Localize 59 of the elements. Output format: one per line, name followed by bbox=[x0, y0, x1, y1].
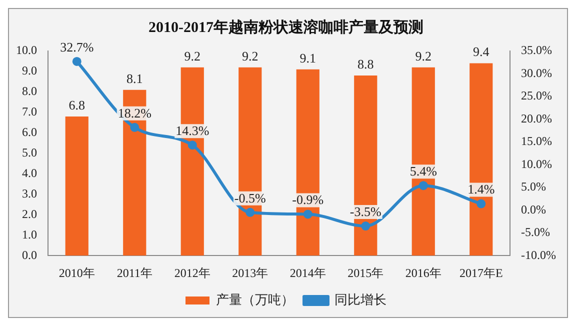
y-tick-label: 7.0 bbox=[22, 104, 37, 119]
text: 9.2 bbox=[184, 48, 200, 64]
text: 9.2 bbox=[415, 48, 432, 64]
y2-tick-label: -5.0% bbox=[521, 225, 550, 240]
y-tick-label: 0.0 bbox=[22, 248, 37, 262]
y-tick-label: 10.0 bbox=[16, 43, 37, 58]
x-tick-label: 2013年 bbox=[232, 266, 268, 280]
y2-tick-label: 35.0% bbox=[521, 43, 552, 58]
x-tick-label: 2015年 bbox=[348, 266, 384, 280]
text: 1.4% bbox=[468, 182, 495, 197]
point bbox=[246, 208, 255, 217]
y2-tick-label: 5.0% bbox=[521, 180, 546, 194]
y2-tick-label: 15.0% bbox=[521, 134, 552, 148]
y-tick-label: 8.0 bbox=[22, 84, 37, 98]
x-tick-label: 2012年 bbox=[174, 266, 210, 280]
text: 9.4 bbox=[473, 44, 490, 60]
x-tick-label: 2017年E bbox=[459, 266, 503, 280]
y-tick-label: 9.0 bbox=[22, 64, 37, 78]
y-tick-label: 1.0 bbox=[22, 227, 37, 242]
legend-label: 同比增长 bbox=[334, 292, 386, 307]
y2-tick-label: 30.0% bbox=[521, 66, 552, 80]
y2-tick-label: 25.0% bbox=[521, 88, 552, 103]
y-tick-label: 5.0 bbox=[22, 145, 37, 160]
y2-tick-label: 20.0% bbox=[521, 111, 552, 126]
bar bbox=[412, 67, 435, 256]
text: 18.2% bbox=[118, 105, 152, 120]
text: -0.9% bbox=[292, 192, 324, 208]
text: 6.8 bbox=[68, 97, 85, 112]
bar bbox=[470, 63, 493, 256]
text: -3.5% bbox=[350, 204, 382, 219]
text: 8.1 bbox=[126, 70, 143, 86]
y-tick-label: 4.0 bbox=[22, 166, 37, 180]
point bbox=[361, 222, 370, 231]
text: 9.2 bbox=[242, 48, 258, 64]
text: 8.8 bbox=[358, 56, 374, 72]
x-tick-label: 2016年 bbox=[405, 266, 442, 280]
y2-tick-label: 0.0% bbox=[521, 202, 546, 216]
point bbox=[72, 56, 82, 66]
y-tick-label: 2.0 bbox=[22, 206, 37, 221]
x-tick-label: 2010年 bbox=[58, 266, 95, 280]
text: -0.5% bbox=[234, 190, 266, 206]
x-tick-label: 2014年 bbox=[290, 266, 326, 280]
point bbox=[188, 140, 197, 150]
text: 9.1 bbox=[300, 50, 316, 66]
x-tick-label: 2011年 bbox=[116, 266, 152, 280]
y-tick-label: 6.0 bbox=[22, 124, 37, 139]
text: 5.4% bbox=[410, 164, 437, 179]
y2-tick-label: -10.0% bbox=[521, 248, 556, 262]
chart-title: 2010-2017年越南粉状速溶咖啡产量及预测 bbox=[148, 18, 424, 36]
legend-label: 产量（万吨） bbox=[216, 292, 294, 307]
text: 14.3% bbox=[176, 123, 210, 138]
text: 32.7% bbox=[60, 39, 94, 54]
y2-tick-label: 10.0% bbox=[521, 156, 552, 171]
point bbox=[130, 122, 140, 132]
point bbox=[418, 181, 428, 190]
y-tick-label: 3.0 bbox=[22, 186, 37, 200]
point bbox=[303, 210, 312, 219]
point bbox=[476, 199, 486, 208]
bar bbox=[65, 116, 88, 256]
